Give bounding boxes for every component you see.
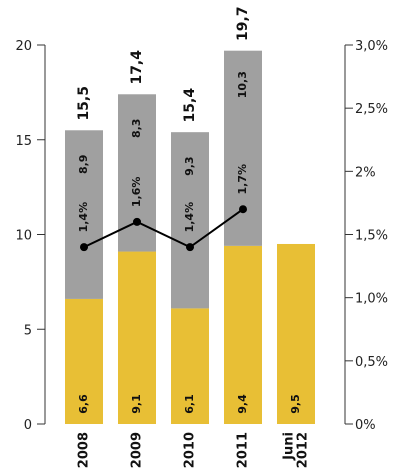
left-axis-tick-label: 5 [24, 323, 32, 338]
rate-line-path [83, 208, 244, 249]
bar-value-label: 6,6 [77, 394, 90, 414]
bar-segment-base [277, 243, 315, 424]
rate-line: 1,4% 1,6% 1,4% 1,7% [77, 164, 249, 252]
category-labels: 2008 2009 2010 2011 Juni 2012 [77, 432, 311, 468]
rate-line-label: 1,6% [130, 177, 143, 208]
bar-value-label: 9,5 [289, 394, 302, 414]
bar-total-label: 15,4 [182, 88, 198, 123]
bar-segment-top [65, 130, 103, 299]
bar-total-label: 19,7 [235, 6, 251, 41]
bar-value-label: 8,9 [77, 155, 90, 175]
bar-segment-base [224, 245, 262, 424]
bar-total-label: 17,4 [129, 50, 145, 85]
bar-value-label: 9,3 [183, 156, 196, 176]
category-label: 2011 [236, 432, 251, 468]
category-label: 2009 [130, 432, 145, 468]
bars: 6,6 8,9 15,5 9,1 8,3 17,4 6,1 9,3 15,4 9,4 10,3 19,… [65, 6, 315, 424]
left-axis-tick-label: 10 [15, 229, 32, 244]
right-axis: 0% 0,5% 1,0% 1,5% 2% 2,5% 3,0% [344, 39, 388, 433]
right-axis-tick-label: 1,5% [355, 229, 388, 244]
bar-value-label: 8,3 [130, 119, 143, 139]
bar-value-label: 6,1 [183, 394, 196, 414]
rate-line-point [186, 243, 194, 252]
left-axis-tick-label: 20 [15, 39, 32, 54]
bar-segment-base [118, 251, 156, 424]
bar-total-label: 15,5 [76, 86, 92, 121]
right-axis-tick-label: 0% [355, 418, 376, 433]
rate-line-point [80, 243, 88, 252]
bar-value-label: 10,3 [236, 71, 249, 98]
left-axis: 0 5 10 15 20 [15, 39, 46, 433]
category-label: Juni [282, 432, 297, 461]
bar-segment-base [65, 298, 103, 424]
rate-line-label: 1,4% [183, 202, 196, 233]
left-axis-tick-label: 15 [15, 134, 32, 149]
bar-segment-top [171, 132, 209, 309]
right-axis-tick-label: 2,5% [355, 102, 388, 117]
bar-value-label: 9,1 [130, 394, 143, 414]
right-axis-tick-label: 1,0% [355, 292, 388, 307]
category-label: 2008 [77, 432, 92, 468]
category-label: 2010 [183, 432, 198, 468]
bar-segment-base [171, 308, 209, 424]
category-label: 2012 [296, 432, 311, 468]
rate-line-point [133, 217, 141, 226]
left-axis-tick-label: 0 [24, 418, 32, 433]
rate-line-point [239, 205, 247, 214]
right-axis-tick-label: 0,5% [355, 355, 388, 370]
bar-segment-top [224, 50, 262, 246]
rate-line-label: 1,4% [77, 202, 90, 233]
bar-value-label: 9,4 [236, 394, 249, 414]
right-axis-tick-label: 2% [355, 165, 376, 180]
rate-line-label: 1,7% [236, 164, 249, 195]
right-axis-tick-label: 3,0% [355, 39, 388, 54]
